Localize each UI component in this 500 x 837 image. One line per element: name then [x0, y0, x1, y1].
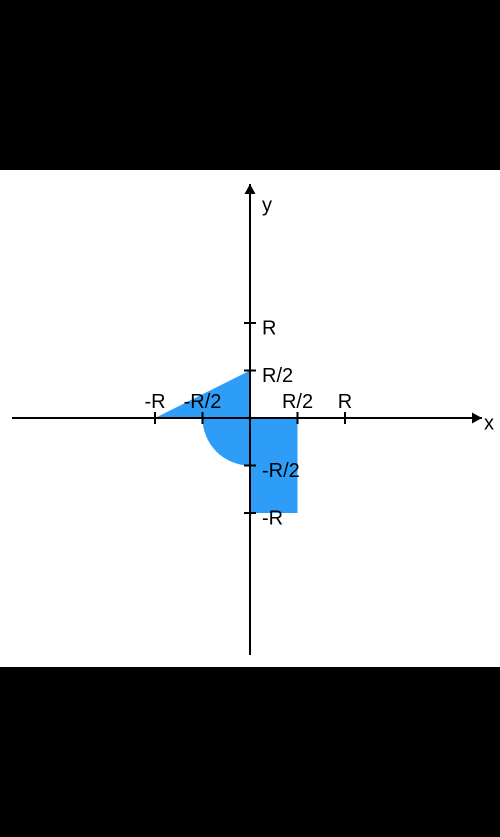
label-y-R: R: [262, 317, 276, 339]
coordinate-plot: y x R R/2 -R/2 -R -R -R/2 R/2 R: [0, 170, 500, 667]
x-axis-arrow-icon: [472, 413, 482, 424]
label-x-R: R: [338, 391, 352, 413]
label-y-neg-R: -R: [262, 507, 283, 529]
y-axis-arrow-icon: [245, 184, 256, 194]
label-x-neg-R-half: -R/2: [184, 391, 222, 413]
label-x-R-half: R/2: [282, 391, 313, 413]
x-axis-label: x: [484, 412, 494, 434]
label-y-R-half: R/2: [262, 365, 293, 387]
region-quarter-circle: [203, 418, 251, 466]
figure-container: y x R R/2 -R/2 -R -R -R/2 R/2 R: [0, 170, 500, 667]
label-y-neg-R-half: -R/2: [262, 460, 300, 482]
y-axis-label: y: [262, 195, 272, 217]
label-x-neg-R: -R: [144, 391, 165, 413]
